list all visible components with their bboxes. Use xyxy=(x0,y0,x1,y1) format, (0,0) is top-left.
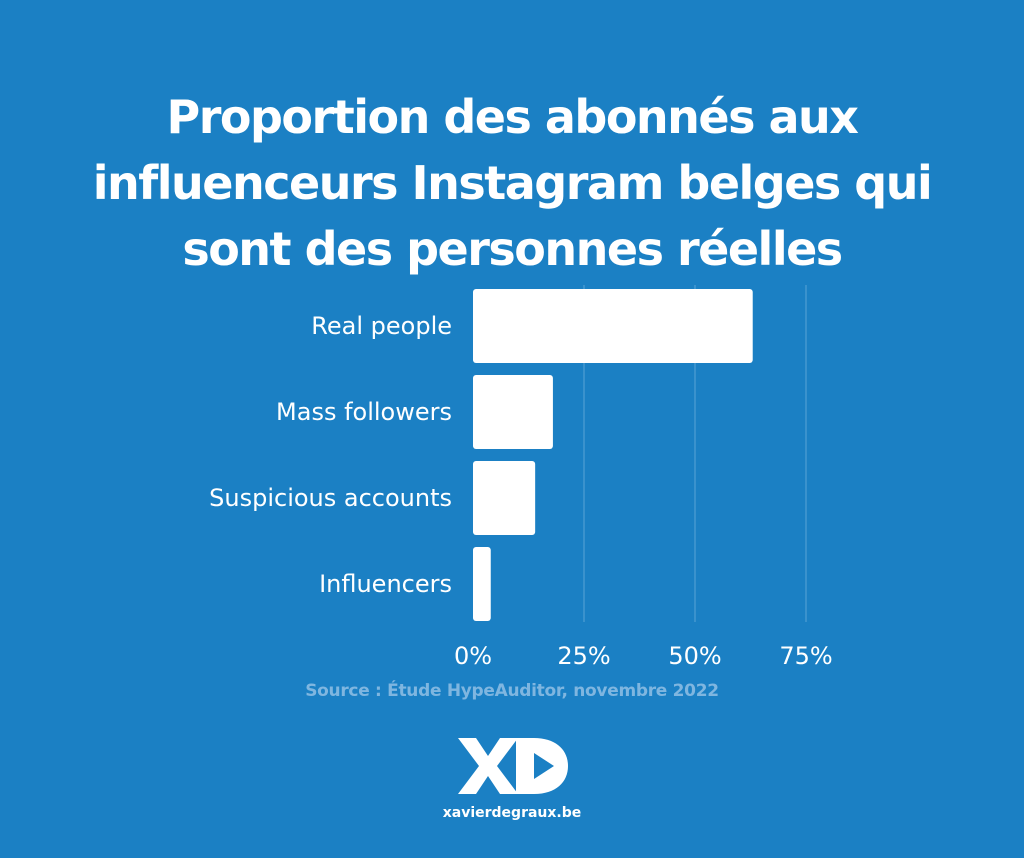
chart-title-line: Proportion des abonnés aux xyxy=(166,90,859,144)
bar-suspicious-accounts xyxy=(473,461,536,535)
category-label: Real people xyxy=(311,312,452,340)
bar-influencers xyxy=(473,547,491,621)
xd-play-logo-icon xyxy=(458,738,568,794)
website-url: xavierdegraux.be xyxy=(442,805,582,821)
chart-title-line: sont des personnes réelles xyxy=(182,222,843,276)
chart-title: Proportion des abonnés aux influenceurs … xyxy=(62,84,962,282)
category-label: Influencers xyxy=(319,570,452,598)
x-tick-label: 50% xyxy=(668,642,721,670)
category-label: Suspicious accounts xyxy=(209,484,452,512)
source-note: Source : Étude HypeAuditor, novembre 202… xyxy=(305,681,719,701)
chart-title-line: influenceurs Instagram belges qui xyxy=(92,156,933,210)
category-label: Mass followers xyxy=(276,398,452,426)
bar-real-people xyxy=(473,289,753,363)
x-tick-label: 25% xyxy=(557,642,610,670)
x-tick-label: 0% xyxy=(454,642,492,670)
bar-mass-followers xyxy=(473,375,553,449)
x-tick-label: 75% xyxy=(779,642,832,670)
